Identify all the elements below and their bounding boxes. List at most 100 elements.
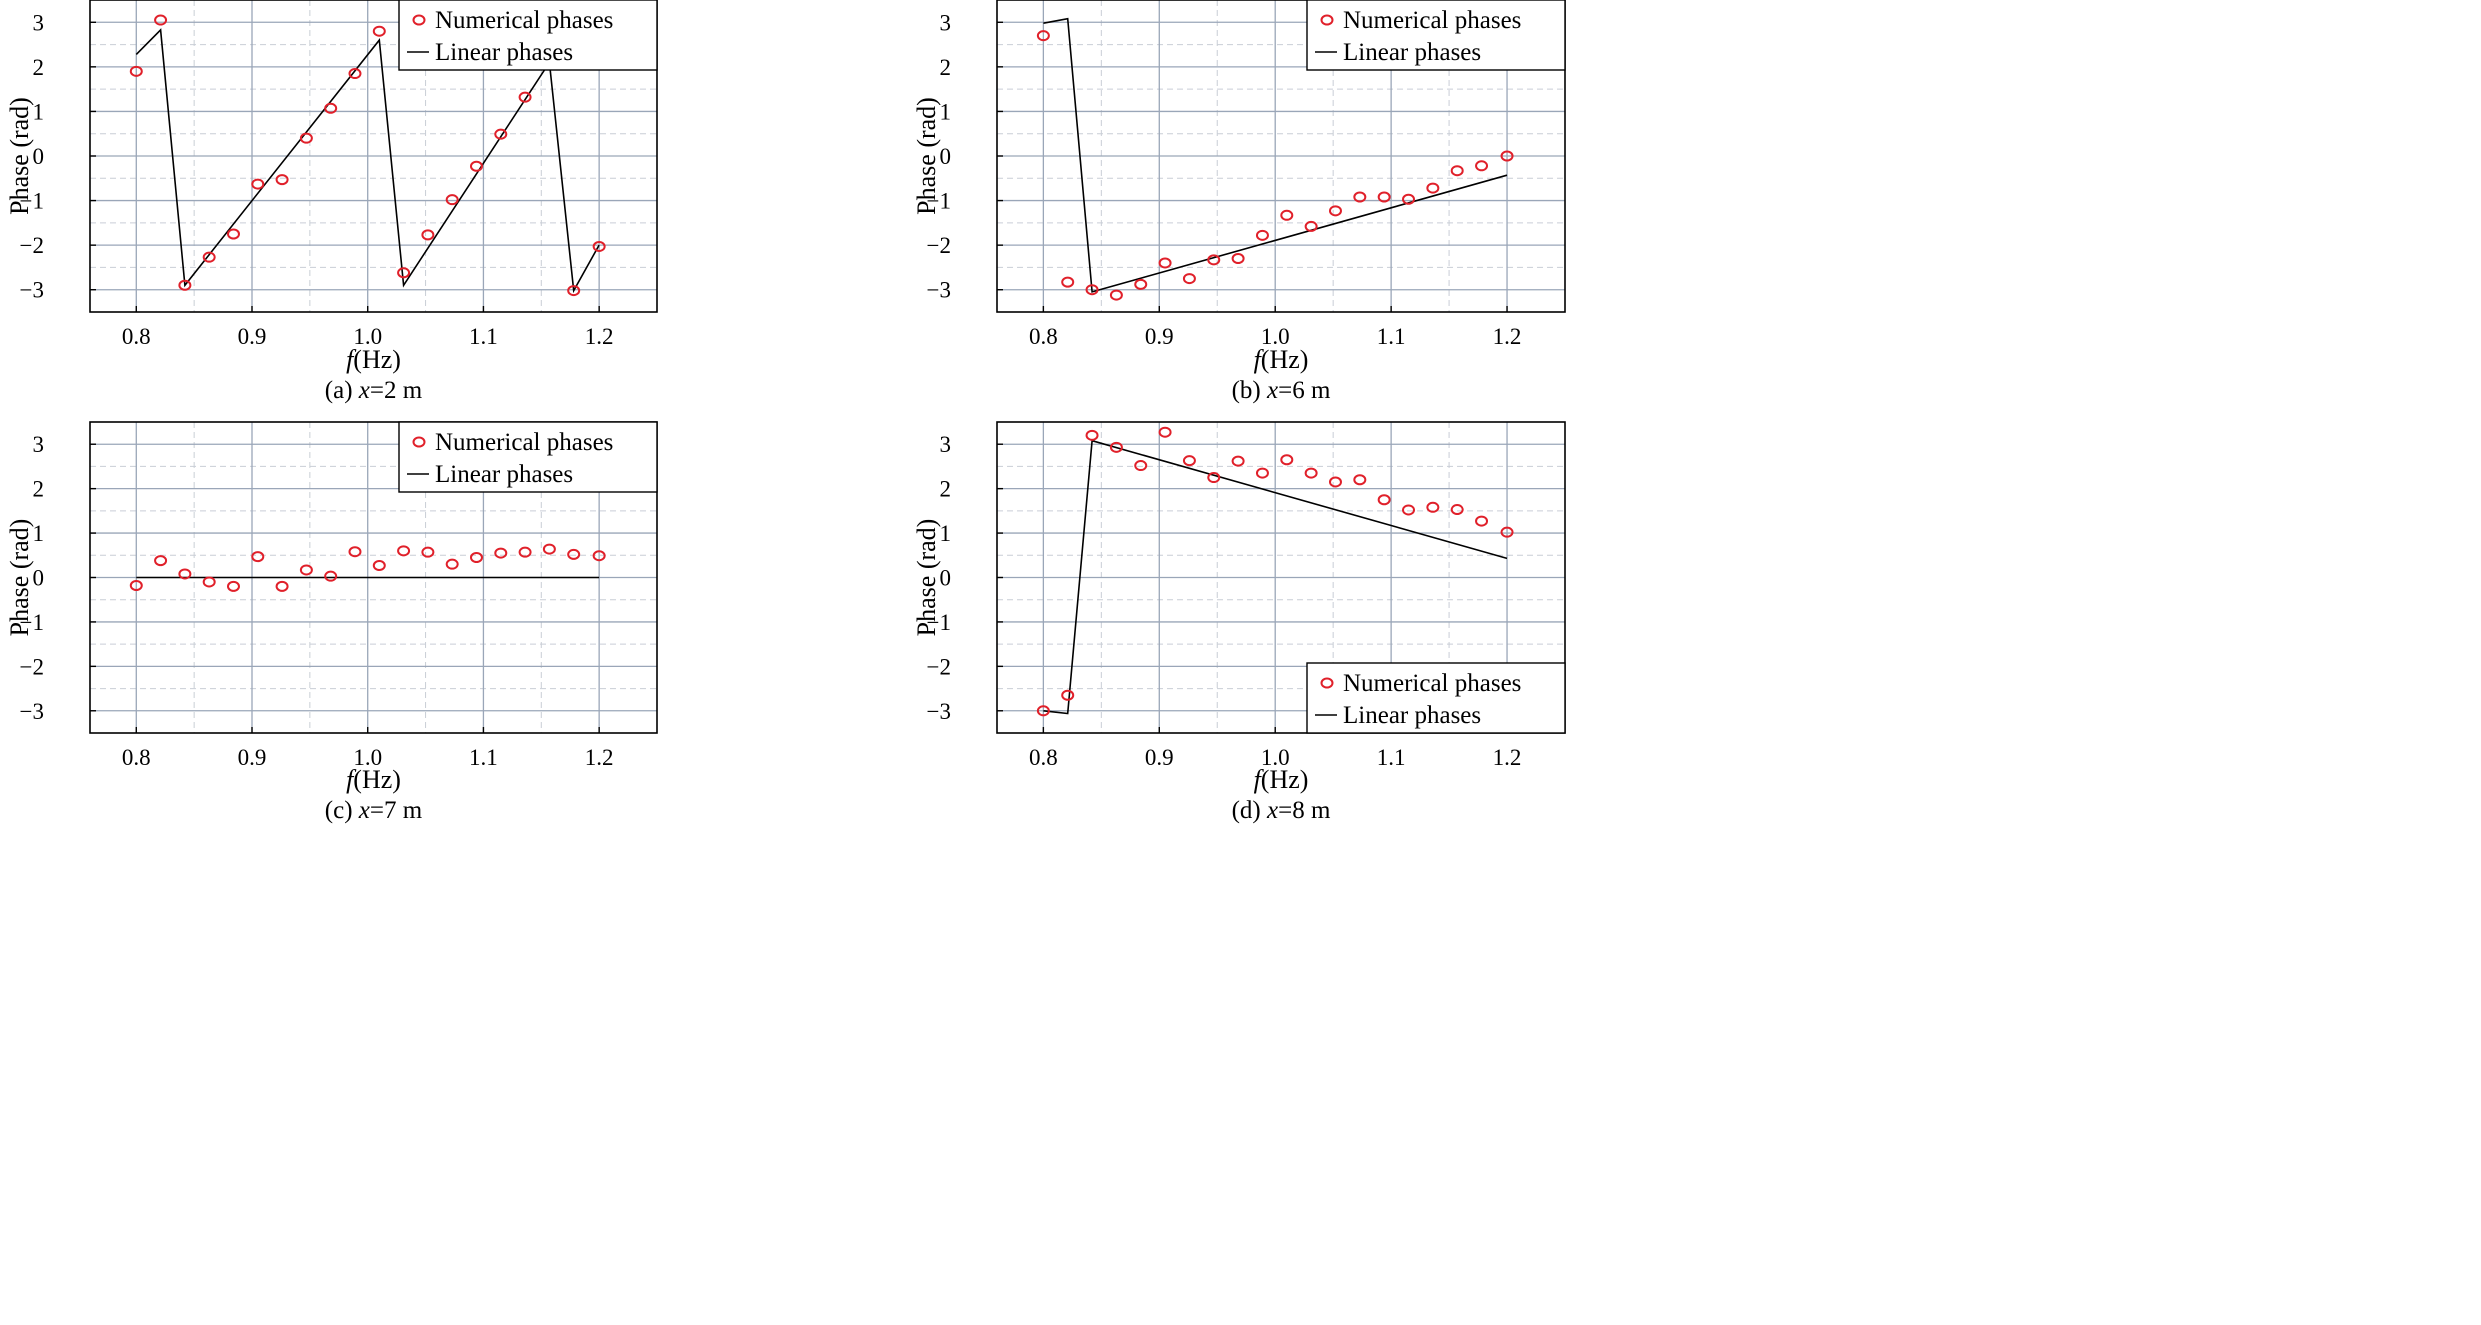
x-tick-label: 0.9 (1145, 745, 1174, 770)
y-tick-label: 2 (33, 477, 45, 502)
data-point (1036, 30, 1050, 42)
data-point (1450, 504, 1464, 516)
y-tick-label: 3 (940, 10, 952, 35)
data-point (1255, 229, 1269, 241)
data-point (1109, 441, 1123, 453)
data-point (1402, 193, 1416, 205)
data-point (178, 279, 192, 291)
legend-marker (1320, 14, 1334, 26)
data-point (542, 543, 556, 555)
data-point (1280, 454, 1294, 466)
data-point (275, 580, 289, 592)
data-point (1036, 705, 1050, 717)
legend-marker (412, 14, 426, 26)
panel-caption: (a) x=2 m (325, 377, 423, 404)
y-tick-label: 0 (940, 566, 952, 591)
data-point (1328, 476, 1342, 488)
data-point (226, 580, 240, 592)
data-point (445, 558, 459, 570)
data-point (1207, 472, 1221, 484)
series-line-linear-phases (135, 28, 600, 294)
panel-caption: (b) x=6 m (1232, 377, 1331, 404)
y-tick-label: 3 (33, 432, 45, 457)
x-tick-label: 0.8 (1029, 324, 1058, 349)
data-point (1500, 526, 1514, 538)
chart-panel-4: 3 2 1 0 −1 −2 −3 0.8 0.9 1.0 1.1 1.2 Phase (rad) f(Hz… (912, 421, 1566, 824)
x-tick-label: 1.1 (469, 324, 498, 349)
data-point (1475, 515, 1489, 527)
y-tick-label: 3 (33, 10, 45, 35)
x-axis-title: f(Hz) (346, 765, 401, 794)
x-tick-label: 0.9 (1145, 324, 1174, 349)
y-tick-label: −3 (20, 278, 44, 303)
data-point (1426, 501, 1440, 513)
chart-panel-3: 3 2 1 0 −1 −2 −3 0.8 0.9 1.0 1.1 1.2 Phase (rad) f(Hz… (5, 421, 658, 824)
y-tick-label: 1 (33, 99, 45, 124)
legend-box (398, 0, 658, 71)
data-point (397, 267, 411, 279)
data-point (1426, 182, 1440, 194)
data-point (372, 25, 386, 37)
y-axis-title: Phase (rad) (912, 97, 941, 215)
legend-label: Linear phases (435, 39, 573, 66)
data-point (1450, 165, 1464, 177)
y-tick-label: −3 (927, 278, 951, 303)
data-point (129, 579, 143, 591)
data-point (1061, 276, 1075, 288)
data-point (494, 128, 508, 140)
data-point (154, 14, 168, 26)
x-tick-label: 1.0 (1261, 745, 1290, 770)
y-tick-label: −1 (927, 610, 951, 635)
x-tick-label: 1.2 (585, 745, 614, 770)
chart-panel-2: 3 2 1 0 −1 −2 −3 0.8 0.9 1.0 1.1 1.2 Phase (rad) f(Hz… (912, 0, 1566, 404)
series-line-linear-phases (1043, 17, 1508, 293)
y-tick-label: −3 (927, 699, 951, 724)
data-point (1134, 278, 1148, 290)
data-point (1304, 467, 1318, 479)
data-point (1109, 289, 1123, 301)
y-tick-label: 2 (940, 477, 952, 502)
x-axis-title: f(Hz) (346, 345, 401, 374)
y-tick-label: 1 (940, 99, 952, 124)
data-point (1182, 273, 1196, 285)
x-tick-label: 1.0 (353, 745, 382, 770)
data-point (469, 160, 483, 172)
data-point (251, 178, 265, 190)
data-point (1134, 460, 1148, 472)
legend-label: Linear phases (1343, 702, 1481, 729)
x-tick-label: 0.9 (238, 324, 267, 349)
data-point (1231, 253, 1245, 265)
data-point (1402, 504, 1416, 516)
y-tick-label: 0 (33, 566, 45, 591)
y-tick-label: −1 (20, 189, 44, 214)
legend-marker (412, 436, 426, 448)
data-point (178, 568, 192, 580)
data-point (1377, 494, 1391, 506)
y-axis-title: Phase (rad) (912, 519, 941, 637)
data-point (1207, 254, 1221, 266)
x-tick-label: 1.1 (469, 745, 498, 770)
data-point (1158, 257, 1172, 269)
legend-label: Numerical phases (1343, 670, 1521, 697)
data-point (1500, 150, 1514, 162)
x-tick-label: 0.8 (122, 324, 151, 349)
y-tick-label: −3 (20, 699, 44, 724)
data-point (1085, 284, 1099, 296)
data-point (154, 555, 168, 567)
data-point (226, 228, 240, 240)
y-tick-label: 1 (33, 521, 45, 546)
data-point (1328, 205, 1342, 217)
data-point (592, 240, 606, 252)
data-point (1085, 429, 1099, 441)
legend: Numerical phases Linear phases (1306, 662, 1566, 734)
x-tick-label: 0.9 (238, 745, 267, 770)
data-point (324, 570, 338, 582)
x-axis-title: f(Hz) (1254, 765, 1309, 794)
x-tick-label: 0.8 (1029, 745, 1058, 770)
data-point (592, 550, 606, 562)
data-point (1231, 455, 1245, 467)
data-point (567, 285, 581, 297)
data-point (518, 546, 532, 558)
data-point (421, 546, 435, 558)
data-point (202, 251, 216, 263)
